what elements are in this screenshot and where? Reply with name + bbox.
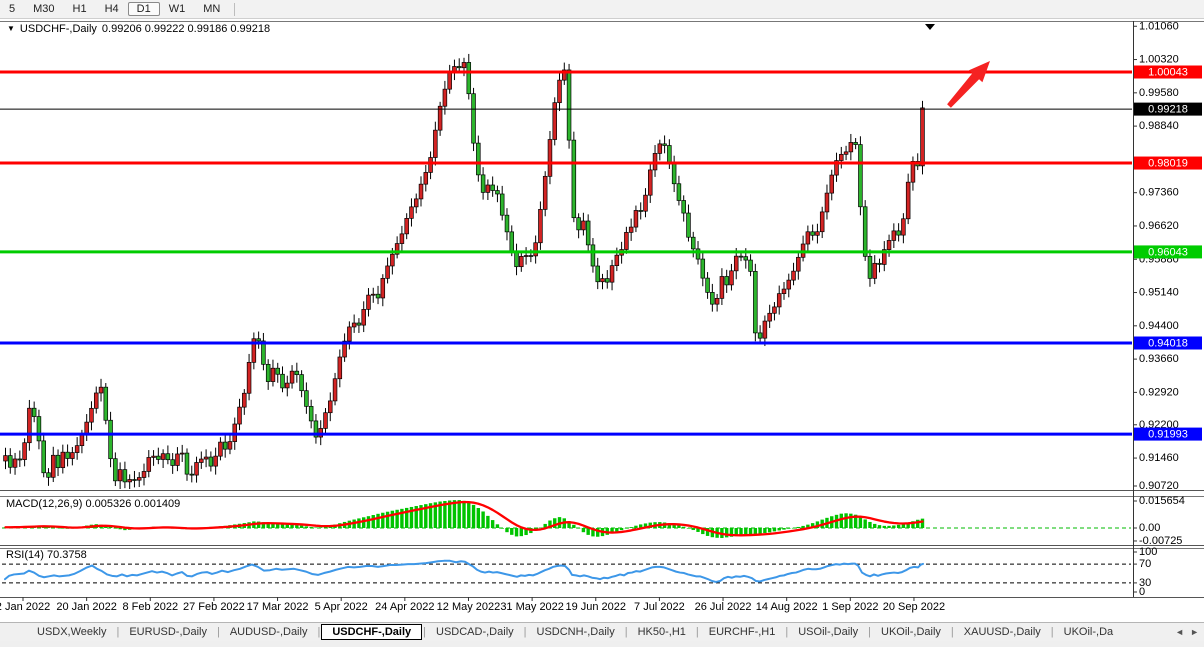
toolbar-separator: [234, 2, 236, 16]
timeframe-button-M30[interactable]: M30: [33, 3, 55, 15]
svg-text:27 Feb 2022: 27 Feb 2022: [183, 601, 245, 613]
svg-text:0.95140: 0.95140: [1139, 287, 1179, 299]
macd-pane: 0.015654 0.00-0.00725: [2, 495, 1185, 547]
tab-separator: |: [624, 626, 628, 638]
svg-text:19 Jun 2022: 19 Jun 2022: [565, 601, 626, 613]
tab-eurchf-h1[interactable]: EURCHF-,H1: [708, 626, 776, 638]
tab-separator: |: [216, 626, 220, 638]
svg-text:26 Jul 2022: 26 Jul 2022: [695, 601, 752, 613]
svg-text:1 Sep 2022: 1 Sep 2022: [822, 601, 878, 613]
svg-text:24 Apr 2022: 24 Apr 2022: [375, 601, 434, 613]
annotations-layer: [925, 24, 990, 108]
timeframe-button-H1[interactable]: H1: [72, 3, 87, 15]
tab-ukoil-daily[interactable]: UKOil-,Daily: [881, 626, 941, 638]
tab-separator: |: [785, 626, 789, 638]
svg-text:1.01060: 1.01060: [1139, 20, 1179, 32]
chart-tab-bar: USDX,Weekly | EURUSD-,Daily | AUDUSD-,Daily |…: [0, 622, 1204, 641]
window-bottom-strip: [0, 641, 1204, 647]
svg-text:0.96620: 0.96620: [1139, 220, 1179, 232]
svg-text:0.91993: 0.91993: [1148, 429, 1188, 441]
svg-text:0.97360: 0.97360: [1139, 187, 1179, 199]
chart-canvas[interactable]: 1.01060 1.00320 0.99580 0.98840 0.97360 0.966…: [0, 19, 1204, 622]
buy-signal-arrow-icon: [947, 61, 990, 108]
horizontal-level-lines: [0, 70, 1132, 436]
tab-usdcnh-daily[interactable]: USDCNH-,Daily: [536, 626, 615, 638]
tab-separator: |: [868, 626, 871, 638]
tab-separator: |: [950, 626, 954, 638]
svg-text:1.00320: 1.00320: [1139, 54, 1179, 66]
svg-text:20 Sep 2022: 20 Sep 2022: [883, 601, 945, 613]
timeframe-toolbar: 5 M30 H1 H4 D1 W1 MN: [0, 0, 1204, 19]
svg-text:0.00: 0.00: [1139, 522, 1160, 534]
tab-audusd-daily[interactable]: AUDUSD-,Daily: [229, 626, 308, 638]
timeframe-button-D1[interactable]: D1: [127, 2, 160, 16]
svg-text:8 Feb 2022: 8 Feb 2022: [122, 601, 178, 613]
svg-text:0.91460: 0.91460: [1139, 452, 1179, 464]
pane-borders: [0, 21, 1204, 598]
tab-separator: |: [695, 626, 699, 638]
svg-text:0.94400: 0.94400: [1139, 320, 1179, 332]
tab-usdchf-daily[interactable]: USDCHF-,Daily: [321, 624, 423, 640]
date-axis: 2 Jan 2022 20 Jan 2022 8 Feb 2022 27 Feb 20…: [0, 597, 945, 613]
svg-text:0.98019: 0.98019: [1148, 158, 1188, 170]
tab-usoil-daily[interactable]: USOil-,Daily: [798, 626, 859, 638]
tab-separator: |: [317, 626, 321, 638]
svg-text:14 Aug 2022: 14 Aug 2022: [756, 601, 818, 613]
tab-xauusd-daily[interactable]: XAUUSD-,Daily: [963, 626, 1041, 638]
tab-separator: |: [423, 626, 427, 638]
tab-eurusd-daily[interactable]: EURUSD-,Daily: [129, 626, 207, 638]
tab-separator: |: [523, 626, 527, 638]
tab-usdcad-daily[interactable]: USDCAD-,Daily: [436, 626, 514, 638]
svg-text:0.99580: 0.99580: [1139, 87, 1179, 99]
svg-text:70: 70: [1139, 558, 1151, 570]
svg-text:12 May 2022: 12 May 2022: [437, 601, 501, 613]
tab-scroll-left-icon[interactable]: ◄: [1175, 627, 1185, 637]
svg-text:0.99218: 0.99218: [1148, 104, 1188, 116]
tab-usdx-weekly[interactable]: USDX,Weekly: [37, 626, 107, 638]
tab-ukoil-da[interactable]: UKOil-,Da: [1063, 626, 1114, 638]
svg-text:20 Jan 2022: 20 Jan 2022: [56, 601, 117, 613]
tab-hk50-h1[interactable]: HK50-,H1: [637, 626, 686, 638]
svg-text:0.98840: 0.98840: [1139, 120, 1179, 132]
macd-signal-line: [4, 500, 924, 537]
svg-text:0.94018: 0.94018: [1148, 338, 1188, 350]
svg-text:0: 0: [1139, 586, 1145, 598]
timeframe-button-MN[interactable]: MN: [203, 3, 221, 15]
svg-text:0.90720: 0.90720: [1139, 480, 1179, 492]
candles-layer: [3, 53, 925, 489]
svg-text:1.00043: 1.00043: [1148, 67, 1188, 79]
svg-text:5 Apr 2022: 5 Apr 2022: [315, 601, 368, 613]
svg-text:17 Mar 2022: 17 Mar 2022: [247, 601, 309, 613]
price-axis: 1.01060 1.00320 0.99580 0.98840 0.97360 0.966…: [1133, 20, 1202, 492]
timeframe-button-5[interactable]: 5: [9, 3, 16, 15]
svg-text:-0.00725: -0.00725: [1139, 535, 1182, 547]
svg-text:7 Jul 2022: 7 Jul 2022: [634, 601, 685, 613]
svg-text:0.92920: 0.92920: [1139, 386, 1179, 398]
tab-scroll-buttons: ◄ ►: [1175, 627, 1204, 637]
timeframe-button-H4[interactable]: H4: [104, 3, 119, 15]
svg-text:31 May 2022: 31 May 2022: [500, 601, 564, 613]
svg-text:2 Jan 2022: 2 Jan 2022: [0, 601, 50, 613]
tab-separator: |: [1050, 626, 1054, 638]
svg-text:0.93660: 0.93660: [1139, 353, 1179, 365]
tab-scroll-right-icon[interactable]: ►: [1190, 627, 1199, 637]
timeframe-button-W1[interactable]: W1: [168, 3, 186, 15]
tab-separator: |: [116, 626, 120, 638]
svg-text:100: 100: [1139, 546, 1157, 558]
svg-text:0.96043: 0.96043: [1148, 246, 1188, 258]
svg-text:0.015654: 0.015654: [1139, 495, 1185, 507]
svg-text:30: 30: [1139, 577, 1151, 589]
top-marker-icon: [925, 24, 935, 30]
rsi-line: [4, 559, 924, 583]
